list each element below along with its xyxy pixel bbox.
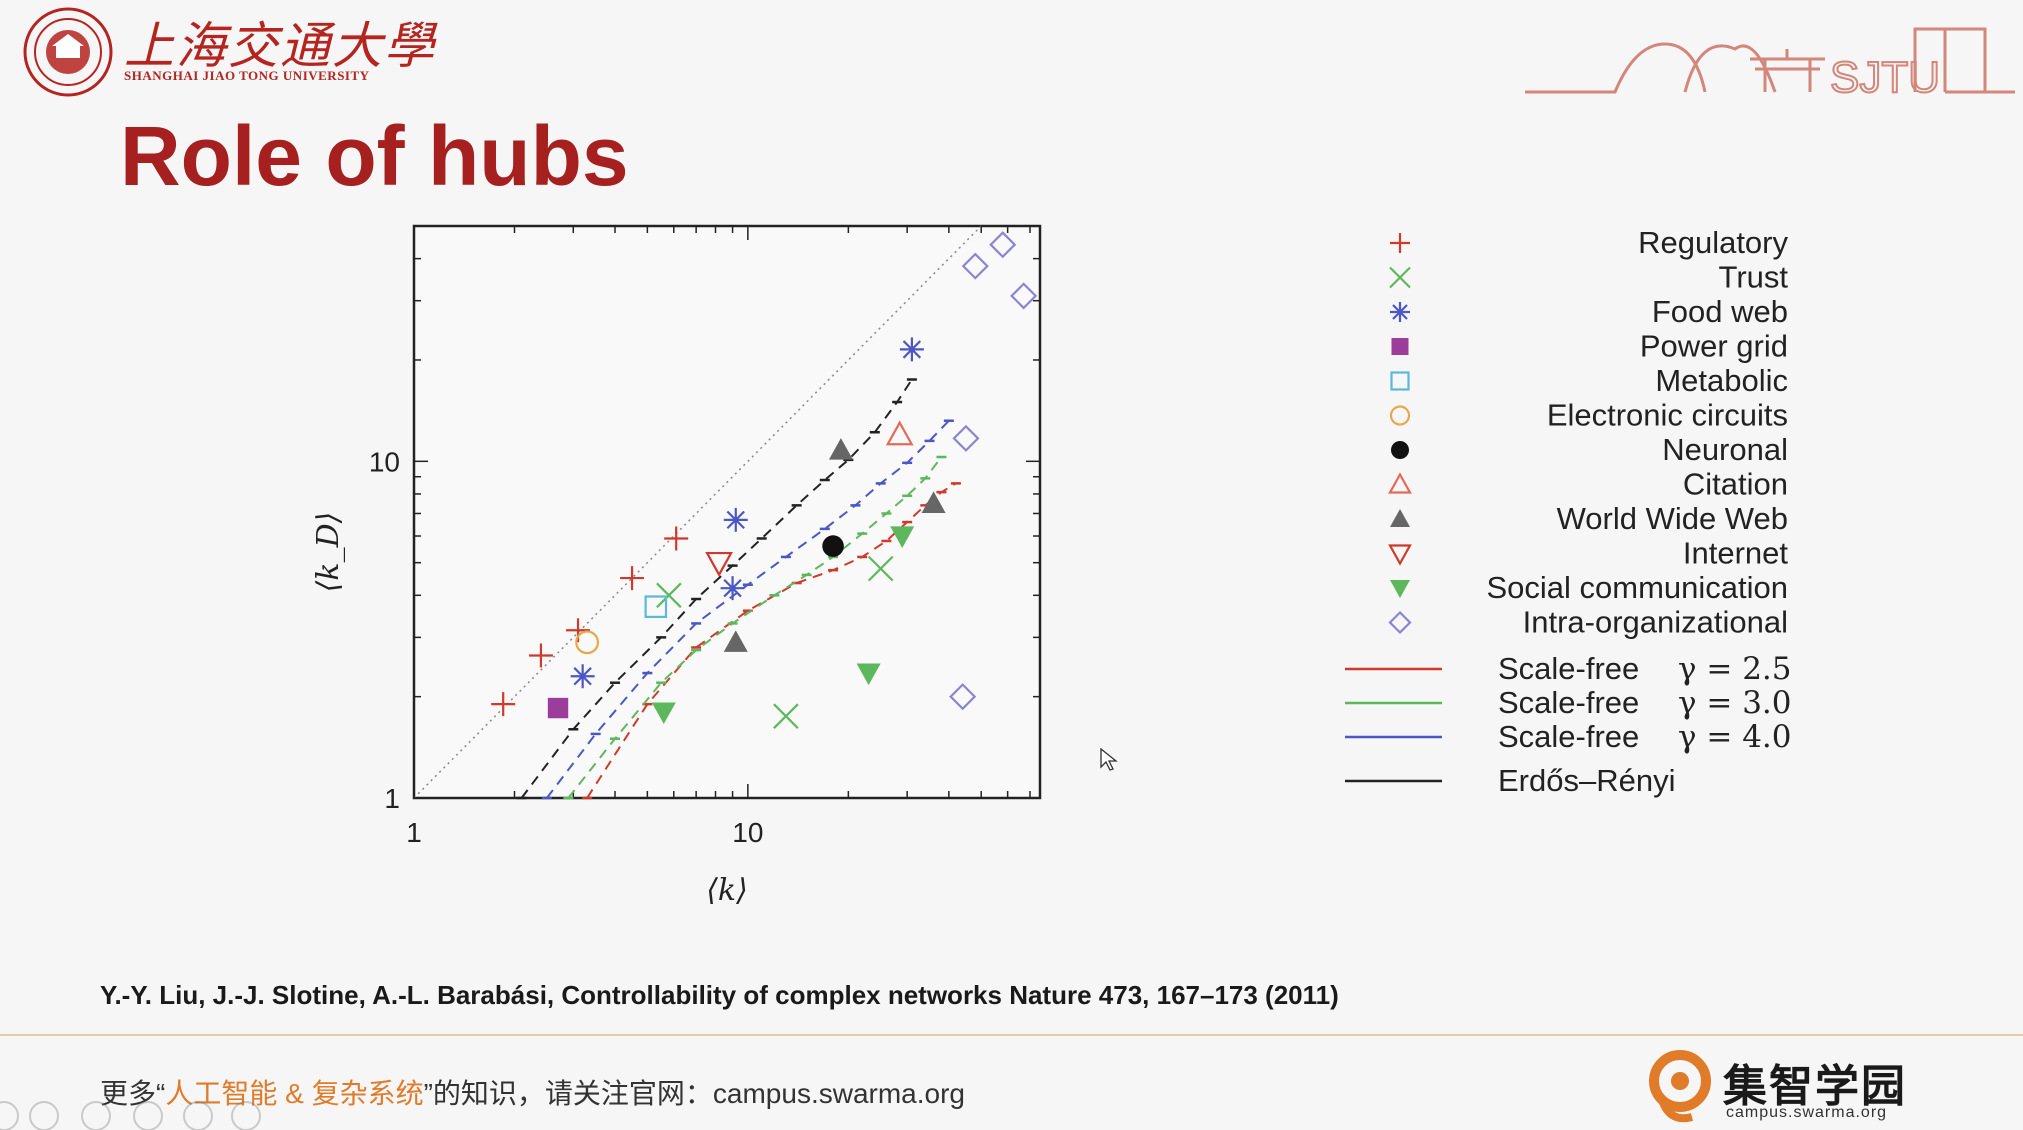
footer-promo-text: 更多“人工智能 & 复杂系统”的知识，请关注官网：campus.swarma.o… (100, 1072, 965, 1112)
legend-label: Social communication (1486, 570, 1788, 605)
legend-label: Erdős–Rényi (1498, 763, 1675, 798)
data-point (961, 252, 989, 280)
footer-suffix: ”的知识，请关注官网：campus.swarma.org (423, 1078, 965, 1109)
campus-skyline-banner: SJTU (1525, 27, 2015, 103)
brand-name: 集智学园 (1723, 1062, 1907, 1111)
university-name-cn: 上海交通大學 (124, 17, 436, 75)
x-tick-label: 10 (732, 817, 763, 848)
legend-marker (1390, 233, 1410, 253)
data-point (720, 576, 745, 601)
player-more-icon[interactable] (231, 1101, 261, 1130)
data-point (723, 630, 748, 652)
data-point (773, 703, 799, 729)
legend-marker (1389, 266, 1411, 289)
data-points (491, 231, 1038, 729)
legend-marker (1391, 338, 1409, 355)
data-point (952, 424, 980, 452)
y-tick-label: 1 (384, 783, 400, 814)
university-name-en: SHANGHAI JIAO TONG UNIVERSITY (124, 68, 370, 83)
player-slides-icon[interactable] (133, 1101, 163, 1130)
legend-marker (1391, 441, 1409, 459)
data-point (890, 526, 915, 549)
data-point (921, 491, 946, 513)
player-zoom-icon[interactable] (183, 1101, 213, 1130)
legend-label: Neuronal (1662, 432, 1788, 467)
legend-gamma: γ = 4.0 (1678, 719, 1792, 755)
legend-label: Scale-free (1498, 685, 1639, 720)
data-point (822, 535, 844, 557)
player-play-icon[interactable] (29, 1101, 59, 1130)
footer-highlight: 人工智能 & 复杂系统 (165, 1078, 424, 1109)
legend-marker (1390, 580, 1410, 598)
legend-marker (1390, 509, 1410, 527)
data-point (620, 566, 645, 591)
legend-marker (1388, 472, 1412, 494)
data-point (949, 683, 977, 711)
data-point (856, 663, 881, 686)
data-point (899, 337, 924, 362)
data-point (528, 643, 553, 668)
data-point (491, 692, 516, 717)
legend-label: Regulatory (1638, 225, 1788, 260)
legend-label: Citation (1683, 467, 1788, 502)
citation-text: Y.-Y. Liu, J.-J. Slotine, A.-L. Barabási… (100, 980, 1339, 1010)
x-tick-label: 1 (406, 817, 422, 848)
data-point (723, 507, 748, 532)
legend-marker (1388, 544, 1412, 566)
legend-label: Food web (1652, 294, 1788, 329)
player-pen-icon[interactable] (81, 1101, 111, 1130)
data-point (570, 664, 595, 689)
diagonal-reference-line (413, 225, 982, 799)
footer-prefix: 更多“ (100, 1078, 166, 1109)
legend-label: Power grid (1640, 329, 1788, 364)
slide-title: Role of hubs (120, 109, 629, 203)
model-curve (546, 420, 950, 799)
brand-url: campus.swarma.org (1726, 1104, 1888, 1121)
player-back-icon[interactable] (0, 1101, 19, 1130)
data-point (664, 526, 689, 551)
legend-label: Metabolic (1655, 363, 1788, 398)
data-point (644, 595, 668, 619)
data-point (828, 438, 853, 460)
university-seal-logo (23, 7, 113, 97)
data-point (885, 420, 914, 446)
kd-vs-k-scatter-chart: 1 10 1 10 ⟨k⟩ ⟨k_D⟩ (311, 224, 1042, 908)
data-point (656, 582, 682, 609)
data-point (867, 555, 894, 582)
y-axis-label: ⟨k_D⟩ (311, 512, 346, 593)
legend-gamma: γ = 2.5 (1678, 651, 1792, 687)
data-point (575, 630, 600, 655)
banner-sjtu-text: SJTU (1830, 53, 1940, 102)
video-player-controls (0, 1101, 261, 1130)
legend-marker (1390, 371, 1410, 391)
legend-label: Intra-organizational (1523, 605, 1788, 640)
x-axis-label: ⟨k⟩ (706, 873, 748, 908)
legend-label: World Wide Web (1557, 501, 1788, 536)
legend-marker (1389, 405, 1411, 426)
swarma-logo-icon (1649, 1050, 1711, 1123)
legend-gamma: γ = 3.0 (1678, 685, 1792, 721)
data-point (705, 551, 733, 577)
data-point (1010, 282, 1038, 310)
legend-marker (1390, 302, 1410, 322)
legend-label: Electronic circuits (1547, 398, 1788, 433)
legend-label: Trust (1719, 260, 1789, 295)
legend-label: Scale-free (1498, 651, 1639, 686)
legend-label: Internet (1683, 536, 1789, 571)
footer-divider (0, 1034, 2023, 1036)
axis-ticks: 1 10 1 10 (369, 225, 1040, 848)
data-point (989, 231, 1017, 259)
legend-label: Scale-free (1498, 719, 1639, 754)
mouse-cursor-icon (1100, 748, 1118, 771)
legend-marker (1388, 610, 1412, 635)
y-tick-label: 10 (369, 446, 400, 477)
data-point (651, 702, 676, 725)
data-point (547, 697, 569, 719)
